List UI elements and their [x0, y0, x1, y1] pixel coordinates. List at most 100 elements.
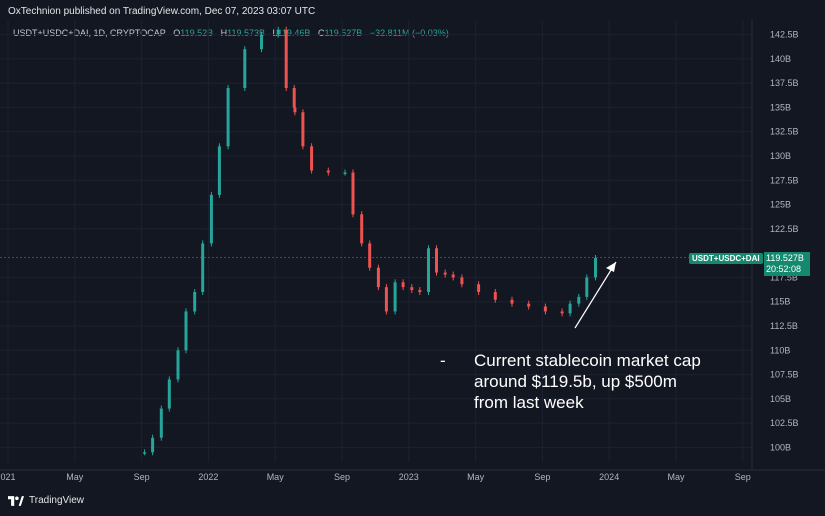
x-tick-label: 2024	[599, 472, 619, 482]
y-tick-label: 112.5B	[770, 321, 798, 331]
y-tick-label: 100B	[770, 442, 791, 452]
candle-body	[293, 107, 297, 113]
symbol-name[interactable]: USDT+USDC+DAI, 1D, CRYPTOCAP	[13, 28, 166, 38]
candle-body	[477, 284, 481, 292]
high-value: 119.573B	[227, 28, 266, 38]
x-tick-label: May	[66, 472, 84, 482]
open-label: O	[173, 28, 181, 38]
brand-name: TradingView	[29, 495, 85, 506]
y-tick-label: 132.5B	[770, 127, 799, 137]
x-tick-label: Sep	[735, 472, 751, 482]
candle-body	[301, 112, 305, 147]
candle-body	[418, 290, 422, 292]
candle-body	[176, 350, 180, 380]
y-tick-label: 102.5B	[770, 418, 799, 428]
candle-body	[560, 311, 564, 314]
y-tick-label: 130B	[770, 151, 791, 161]
y-tick-label: 142.5B	[770, 30, 799, 40]
candle-body	[594, 258, 597, 278]
tradingview-logo-icon	[8, 495, 24, 506]
y-tick-label: 122.5B	[770, 224, 799, 234]
candle-body	[493, 292, 497, 300]
grid-lines	[0, 20, 752, 462]
x-axis[interactable]: 021 May Sep 2022 May Sep 2023 May Sep 2024 May Sep	[0, 469, 825, 482]
symbol-tag: USDT+USDC+DAI	[689, 253, 763, 264]
x-tick-label: May	[267, 472, 285, 482]
y-tick-label: 137.5B	[770, 78, 799, 88]
x-tick-label: Sep	[334, 472, 350, 482]
y-tick-label: 110B	[770, 345, 790, 355]
close-label: C	[317, 28, 325, 38]
publisher-line: OxTechnion published on TradingView.com,…	[8, 6, 316, 17]
x-tick-label: May	[467, 472, 485, 482]
candle-body	[260, 34, 263, 50]
candle-body	[151, 437, 155, 453]
arrow-head	[606, 262, 616, 272]
candle-body	[393, 282, 397, 312]
candle-body	[292, 88, 296, 108]
candle-body	[167, 379, 171, 409]
candle-body	[193, 292, 197, 312]
last-price-tag: 119.527B 20:52:08	[764, 252, 810, 276]
candle-body	[543, 306, 547, 312]
y-tick-label: 115B	[770, 297, 790, 307]
candle-body	[368, 243, 372, 268]
y-tick-label: 125B	[770, 200, 791, 210]
x-tick-label: 2022	[198, 472, 218, 482]
candle-body	[427, 248, 430, 292]
candle-body	[284, 29, 288, 88]
candle-body	[577, 296, 581, 304]
candle-body	[360, 214, 364, 244]
candle-body	[143, 452, 147, 454]
candle-body	[568, 303, 572, 314]
candle-body	[510, 299, 514, 304]
candle-body	[376, 267, 380, 288]
candle-body	[343, 172, 347, 175]
candle-body	[243, 49, 247, 88]
candle-body	[410, 287, 414, 291]
y-axis[interactable]: 142.5B 140B 137.5B 135B 132.5B 130B 127.5B 125B…	[751, 20, 799, 470]
y-tick-label: 107.5B	[770, 370, 799, 380]
y-tick-label: 117.5B	[770, 272, 798, 282]
arrow-shaft	[574, 261, 617, 329]
close-value: 119.527B	[324, 28, 363, 38]
candle-body	[527, 303, 531, 307]
tradingview-brand[interactable]: TradingView	[8, 495, 84, 506]
last-price-value: 119.527B	[766, 253, 804, 263]
annotation-bullet: -	[440, 351, 446, 370]
candle-body	[443, 272, 447, 275]
annotation-text: Current stablecoin market cap around $11…	[474, 351, 701, 412]
candle-body	[585, 277, 589, 297]
candle-body	[201, 243, 205, 292]
x-tick-label: May	[667, 472, 685, 482]
candle-body	[384, 287, 388, 312]
candle-body	[217, 146, 221, 195]
candle-body	[159, 408, 163, 438]
x-tick-label: Sep	[134, 472, 150, 482]
candle-body	[435, 248, 438, 273]
candle-body	[184, 311, 188, 351]
candle-body	[276, 29, 280, 35]
candle-body	[326, 170, 330, 173]
y-tick-label: 135B	[770, 102, 791, 112]
candle-body	[209, 194, 213, 244]
low-value: 119.46B	[277, 28, 311, 38]
y-tick-label: 127.5B	[770, 175, 799, 185]
x-tick-label: Sep	[534, 472, 550, 482]
candle-body	[401, 282, 405, 288]
x-tick-label: 021	[0, 472, 15, 482]
candle-body	[226, 88, 230, 147]
bar-countdown: 20:52:08	[766, 264, 802, 274]
y-tick-label: 105B	[770, 394, 791, 404]
candle-body	[451, 274, 455, 278]
x-tick-label: 2023	[399, 472, 419, 482]
high-label: H	[220, 28, 228, 38]
candle-body	[460, 277, 464, 285]
open-value: 119.52B	[180, 28, 214, 38]
candle-body	[351, 172, 355, 215]
candle-body	[310, 146, 314, 171]
y-tick-label: 140B	[770, 54, 791, 64]
candles	[143, 26, 597, 456]
